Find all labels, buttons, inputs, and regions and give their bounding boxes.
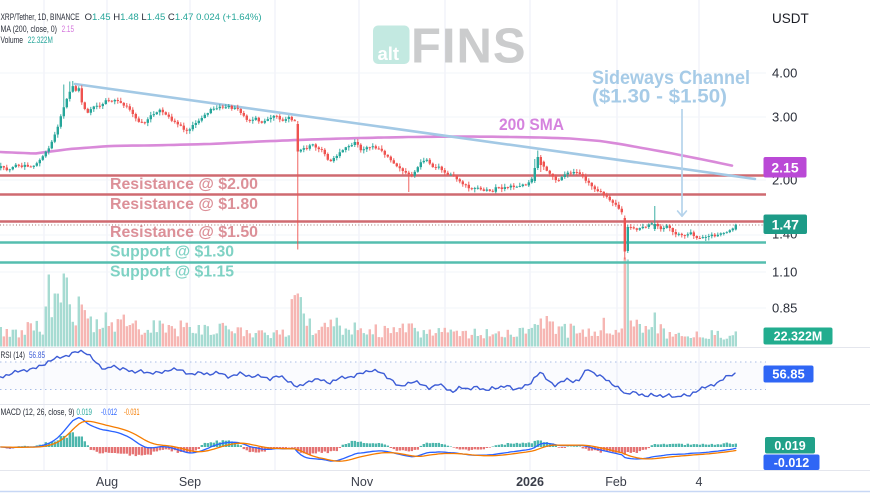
svg-text:2.15: 2.15 — [62, 24, 74, 35]
svg-text:4: 4 — [696, 475, 703, 489]
svg-text:0.85: 0.85 — [772, 301, 797, 316]
svg-text:O1.45 H1.48 L1.45 C1.47 0.024: O1.45 H1.48 L1.45 C1.47 0.024 (+1.64%) — [85, 12, 262, 23]
svg-text:Resistance @ $1.80: Resistance @ $1.80 — [110, 196, 258, 213]
svg-text:-0.012: -0.012 — [774, 456, 809, 470]
svg-text:Sideways Channel: Sideways Channel — [592, 68, 750, 89]
svg-text:Support @ $1.15: Support @ $1.15 — [110, 264, 234, 281]
svg-text:RSI (14): RSI (14) — [1, 350, 26, 361]
svg-text:Sep: Sep — [179, 475, 201, 489]
svg-text:0.019: 0.019 — [774, 439, 805, 453]
svg-text:-0.031: -0.031 — [124, 407, 140, 418]
svg-text:22.322M: 22.322M — [774, 330, 823, 344]
svg-text:Feb: Feb — [605, 475, 627, 489]
svg-text:-0.012: -0.012 — [101, 407, 117, 418]
svg-text:Resistance @ $1.50: Resistance @ $1.50 — [110, 224, 258, 241]
svg-text:4.00: 4.00 — [772, 66, 797, 81]
svg-text:Support @ $1.30: Support @ $1.30 — [110, 244, 234, 261]
svg-text:1.10: 1.10 — [772, 265, 797, 280]
svg-text:MACD (12, 26, close, 9): MACD (12, 26, close, 9) — [1, 407, 75, 418]
svg-text:Resistance @ $2.00: Resistance @ $2.00 — [110, 176, 258, 193]
svg-text:56.85: 56.85 — [772, 367, 805, 382]
svg-text:3.00: 3.00 — [772, 110, 797, 125]
svg-text:Nov: Nov — [351, 475, 374, 489]
svg-text:1.47: 1.47 — [772, 216, 799, 232]
svg-text:56.85: 56.85 — [29, 350, 45, 361]
svg-text:2.15: 2.15 — [771, 159, 798, 175]
svg-text:Aug: Aug — [96, 475, 118, 489]
svg-text:($1.30 - $1.50): ($1.30 - $1.50) — [592, 87, 727, 108]
svg-text:XRP/Tether, 1D, BINANCE: XRP/Tether, 1D, BINANCE — [1, 12, 80, 23]
svg-text:0.019: 0.019 — [77, 407, 93, 418]
svg-text:2026: 2026 — [516, 475, 544, 489]
svg-text:200 SMA: 200 SMA — [499, 116, 564, 134]
svg-text:USDT: USDT — [772, 11, 809, 26]
svg-text:22.322M: 22.322M — [28, 35, 53, 46]
svg-text:alt: alt — [378, 43, 400, 64]
svg-text:FINS: FINS — [411, 20, 527, 74]
svg-text:Volume: Volume — [1, 35, 24, 46]
svg-text:MA (200, close, 0): MA (200, close, 0) — [1, 24, 58, 35]
